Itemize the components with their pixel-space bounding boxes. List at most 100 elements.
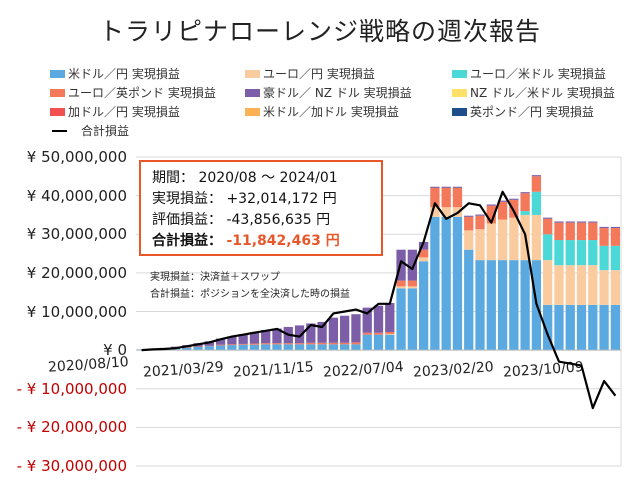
legend-item: 合計損益 xyxy=(52,122,129,139)
legend-item: ユーロ／英ポンド 実現損益 xyxy=(50,84,216,101)
y-tick-label: ¥ 20,000,000 xyxy=(26,263,127,282)
bar-segment xyxy=(475,260,485,351)
bar-segment xyxy=(340,344,350,351)
period-value: 2020/08 ～ 2024/01 xyxy=(198,170,338,186)
bar-segment xyxy=(272,344,282,351)
bar-segment xyxy=(351,342,361,345)
bar-segment xyxy=(227,344,237,346)
bar-segment xyxy=(486,204,496,206)
y-tick-label: ¥ 30,000,000 xyxy=(26,225,127,244)
legend-swatch xyxy=(245,69,260,78)
unrealized-label: 評価損益： xyxy=(152,212,222,228)
bar-segment xyxy=(588,222,598,241)
legend-item: 英ポンド／円 実現損益 xyxy=(452,103,594,120)
bar-segment xyxy=(576,304,587,351)
bar-segment xyxy=(317,321,327,343)
bar-segment xyxy=(497,201,508,220)
total-label: 合計損益： xyxy=(152,233,222,249)
bar-segment xyxy=(317,344,327,351)
bar-segment xyxy=(418,261,429,351)
bar-segment xyxy=(610,304,620,351)
bar-segment xyxy=(182,347,192,351)
legend-label: ユーロ／英ポンド 実現損益 xyxy=(68,86,216,100)
bar-segment xyxy=(543,234,553,261)
bar-segment xyxy=(464,249,474,351)
bar-segment xyxy=(407,249,417,281)
bar-segment xyxy=(407,280,417,287)
bar-segment xyxy=(306,344,316,351)
bar-segment xyxy=(351,314,361,343)
bar-segment xyxy=(204,341,214,346)
bar-segment xyxy=(306,342,316,345)
bar-segment xyxy=(373,332,384,335)
bar-segment xyxy=(193,347,203,351)
bar-segment xyxy=(261,344,271,351)
legend-label: 米ドル／円 実現損益 xyxy=(68,67,180,81)
bar-segment xyxy=(576,221,587,223)
bar-segment xyxy=(249,343,260,345)
bar-segment xyxy=(464,216,474,231)
y-tick-label: - ¥ 30,000,000 xyxy=(16,457,127,475)
bar-segment xyxy=(599,245,609,271)
bar-segment xyxy=(531,214,542,261)
bar-segment xyxy=(328,317,339,343)
bar-segment xyxy=(543,304,553,351)
bar-segment xyxy=(543,217,553,219)
bar-segment xyxy=(599,228,609,246)
bar-segment xyxy=(554,221,564,223)
bar-segment xyxy=(396,288,406,351)
bar-segment xyxy=(328,342,339,345)
bar-segment xyxy=(497,260,508,351)
bar-segment xyxy=(430,186,440,188)
realized-value: +32,014,172 円 xyxy=(226,191,337,207)
y-tick-label: - ¥ 10,000,000 xyxy=(16,379,127,398)
bar-segment xyxy=(430,216,440,351)
legend-item: ユーロ／円 実現損益 xyxy=(245,65,375,82)
legend-swatch xyxy=(452,88,467,97)
legend-swatch xyxy=(452,69,467,78)
bar-segment xyxy=(520,193,530,212)
bar-segment xyxy=(475,229,485,261)
bar-segment xyxy=(430,207,440,217)
bar-segment xyxy=(610,228,620,246)
legend-item: 米ドル／加ドル 実現損益 xyxy=(245,103,399,120)
bar-segment xyxy=(373,305,384,333)
bar-segment xyxy=(576,222,587,241)
legend-label: 加ドル／円 実現損益 xyxy=(68,105,180,119)
legend-label: 英ポンド／円 実現損益 xyxy=(470,105,594,119)
bar-segment xyxy=(418,241,429,250)
bar-segment xyxy=(328,344,339,351)
legend-swatch xyxy=(50,107,65,116)
bar-segment xyxy=(272,328,282,344)
bar-segment xyxy=(509,217,519,261)
chart-title: トラリピナローレンジ戦略の週次報告 xyxy=(98,17,541,46)
bar-segment xyxy=(565,240,575,266)
summary-box: 期間： 2020/08 ～ 2024/01 実現損益： +32,014,172 … xyxy=(139,160,383,256)
realized-label: 実現損益： xyxy=(152,191,222,207)
legend-label: ユーロ／米ドル 実現損益 xyxy=(470,67,606,81)
bar-segment xyxy=(340,342,350,345)
legend-swatch xyxy=(50,88,65,97)
bar-segment xyxy=(452,216,463,351)
bar-segment xyxy=(283,344,293,351)
legend-swatch xyxy=(50,69,65,78)
bar-segment xyxy=(362,307,372,333)
bar-segment xyxy=(497,219,508,261)
bar-segment xyxy=(452,186,463,188)
bar-segment xyxy=(385,334,395,351)
bar-segment xyxy=(588,240,598,266)
bar-segment xyxy=(441,216,451,351)
bar-segment xyxy=(486,260,496,351)
legend-swatch xyxy=(245,107,260,116)
bar-segment xyxy=(576,240,587,266)
bar-segment xyxy=(565,265,575,305)
bar-segment xyxy=(543,260,553,305)
bar-segment xyxy=(407,286,417,289)
legend-label: 米ドル／加ドル 実現損益 xyxy=(263,105,399,119)
bar-segment xyxy=(565,221,575,223)
bar-segment xyxy=(215,338,226,345)
bar-segment xyxy=(565,222,575,241)
bar-segment xyxy=(385,333,395,335)
bar-segment xyxy=(554,265,564,305)
bar-segment xyxy=(554,222,564,241)
